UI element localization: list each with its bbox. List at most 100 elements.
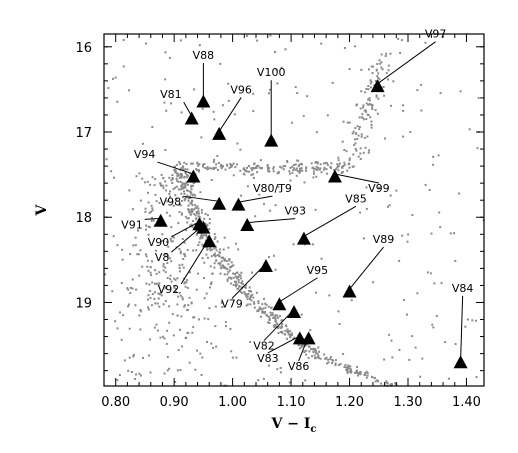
field-star [181, 182, 184, 185]
field-star [189, 191, 192, 194]
field-star [266, 164, 269, 166]
field-star [298, 347, 301, 350]
connector-line [303, 205, 357, 237]
field-star [477, 97, 480, 99]
field-star [223, 259, 226, 262]
field-star [173, 277, 176, 280]
field-star [406, 313, 408, 316]
field-star [228, 266, 231, 269]
field-star [134, 236, 137, 239]
field-star [243, 291, 246, 294]
field-star [314, 352, 317, 354]
field-star [374, 80, 377, 82]
field-star [159, 293, 161, 296]
field-star [269, 88, 272, 91]
variable-star-marker [342, 284, 357, 298]
field-star [440, 282, 443, 285]
field-star [406, 240, 409, 243]
field-star [174, 288, 177, 290]
field-star [346, 370, 349, 373]
field-star [188, 211, 191, 214]
field-star [246, 166, 248, 169]
field-star [411, 335, 414, 338]
field-star [239, 148, 242, 151]
field-star [359, 107, 362, 110]
field-star [369, 79, 372, 82]
field-star [429, 272, 432, 275]
variable-star-label: V88 [193, 49, 215, 62]
field-star [376, 63, 379, 65]
field-star [179, 250, 182, 253]
field-star [122, 314, 125, 317]
field-star [365, 376, 368, 379]
field-star [351, 132, 354, 135]
field-star [151, 260, 153, 263]
field-star [164, 149, 167, 151]
field-star [320, 42, 323, 45]
field-star [357, 155, 360, 158]
field-star [128, 303, 130, 306]
field-star [186, 286, 189, 289]
field-star [208, 247, 211, 250]
field-star [171, 174, 174, 177]
field-star [209, 249, 212, 252]
field-star [348, 162, 351, 165]
field-star [234, 166, 237, 169]
field-star [150, 204, 153, 207]
field-star [172, 334, 175, 337]
field-star [193, 88, 196, 91]
field-star [359, 211, 362, 214]
field-star [244, 286, 247, 289]
field-star [176, 175, 179, 177]
field-star [197, 244, 200, 246]
field-star [151, 126, 154, 128]
field-star [246, 185, 249, 188]
field-star [187, 304, 190, 307]
field-star [151, 216, 154, 219]
field-star [196, 161, 199, 164]
field-star [171, 235, 174, 238]
field-star [218, 262, 221, 265]
field-star [271, 312, 274, 315]
variable-star-label: V84 [452, 282, 474, 295]
field-star [162, 184, 165, 187]
field-star [179, 180, 182, 183]
field-star [166, 277, 169, 279]
field-star [261, 310, 264, 313]
field-star [221, 306, 224, 308]
field-star [370, 80, 373, 83]
field-star [245, 304, 248, 307]
field-star [392, 80, 395, 83]
field-star [175, 291, 178, 293]
field-star [216, 154, 219, 157]
field-star [269, 209, 272, 212]
field-star [282, 168, 285, 171]
field-star [381, 68, 384, 71]
field-star [141, 177, 144, 180]
field-star [205, 236, 208, 239]
field-star [459, 90, 462, 93]
field-star [215, 249, 218, 252]
field-star [291, 171, 294, 174]
field-star [350, 371, 352, 374]
field-star [221, 104, 224, 107]
field-star [334, 359, 337, 362]
field-star [314, 161, 317, 164]
variable-star-label: V92 [158, 283, 180, 296]
field-star [260, 307, 263, 310]
field-star [343, 161, 346, 164]
field-star [206, 168, 209, 171]
field-star [235, 356, 238, 359]
field-star [226, 163, 228, 166]
field-star [213, 266, 216, 269]
field-star [365, 88, 368, 90]
field-star [254, 215, 257, 218]
field-star [148, 354, 150, 357]
field-star [368, 102, 371, 105]
field-star [223, 236, 226, 239]
field-star [345, 366, 348, 369]
field-star [173, 165, 176, 168]
field-star [318, 350, 320, 353]
field-star [240, 286, 243, 289]
field-star [146, 259, 149, 262]
